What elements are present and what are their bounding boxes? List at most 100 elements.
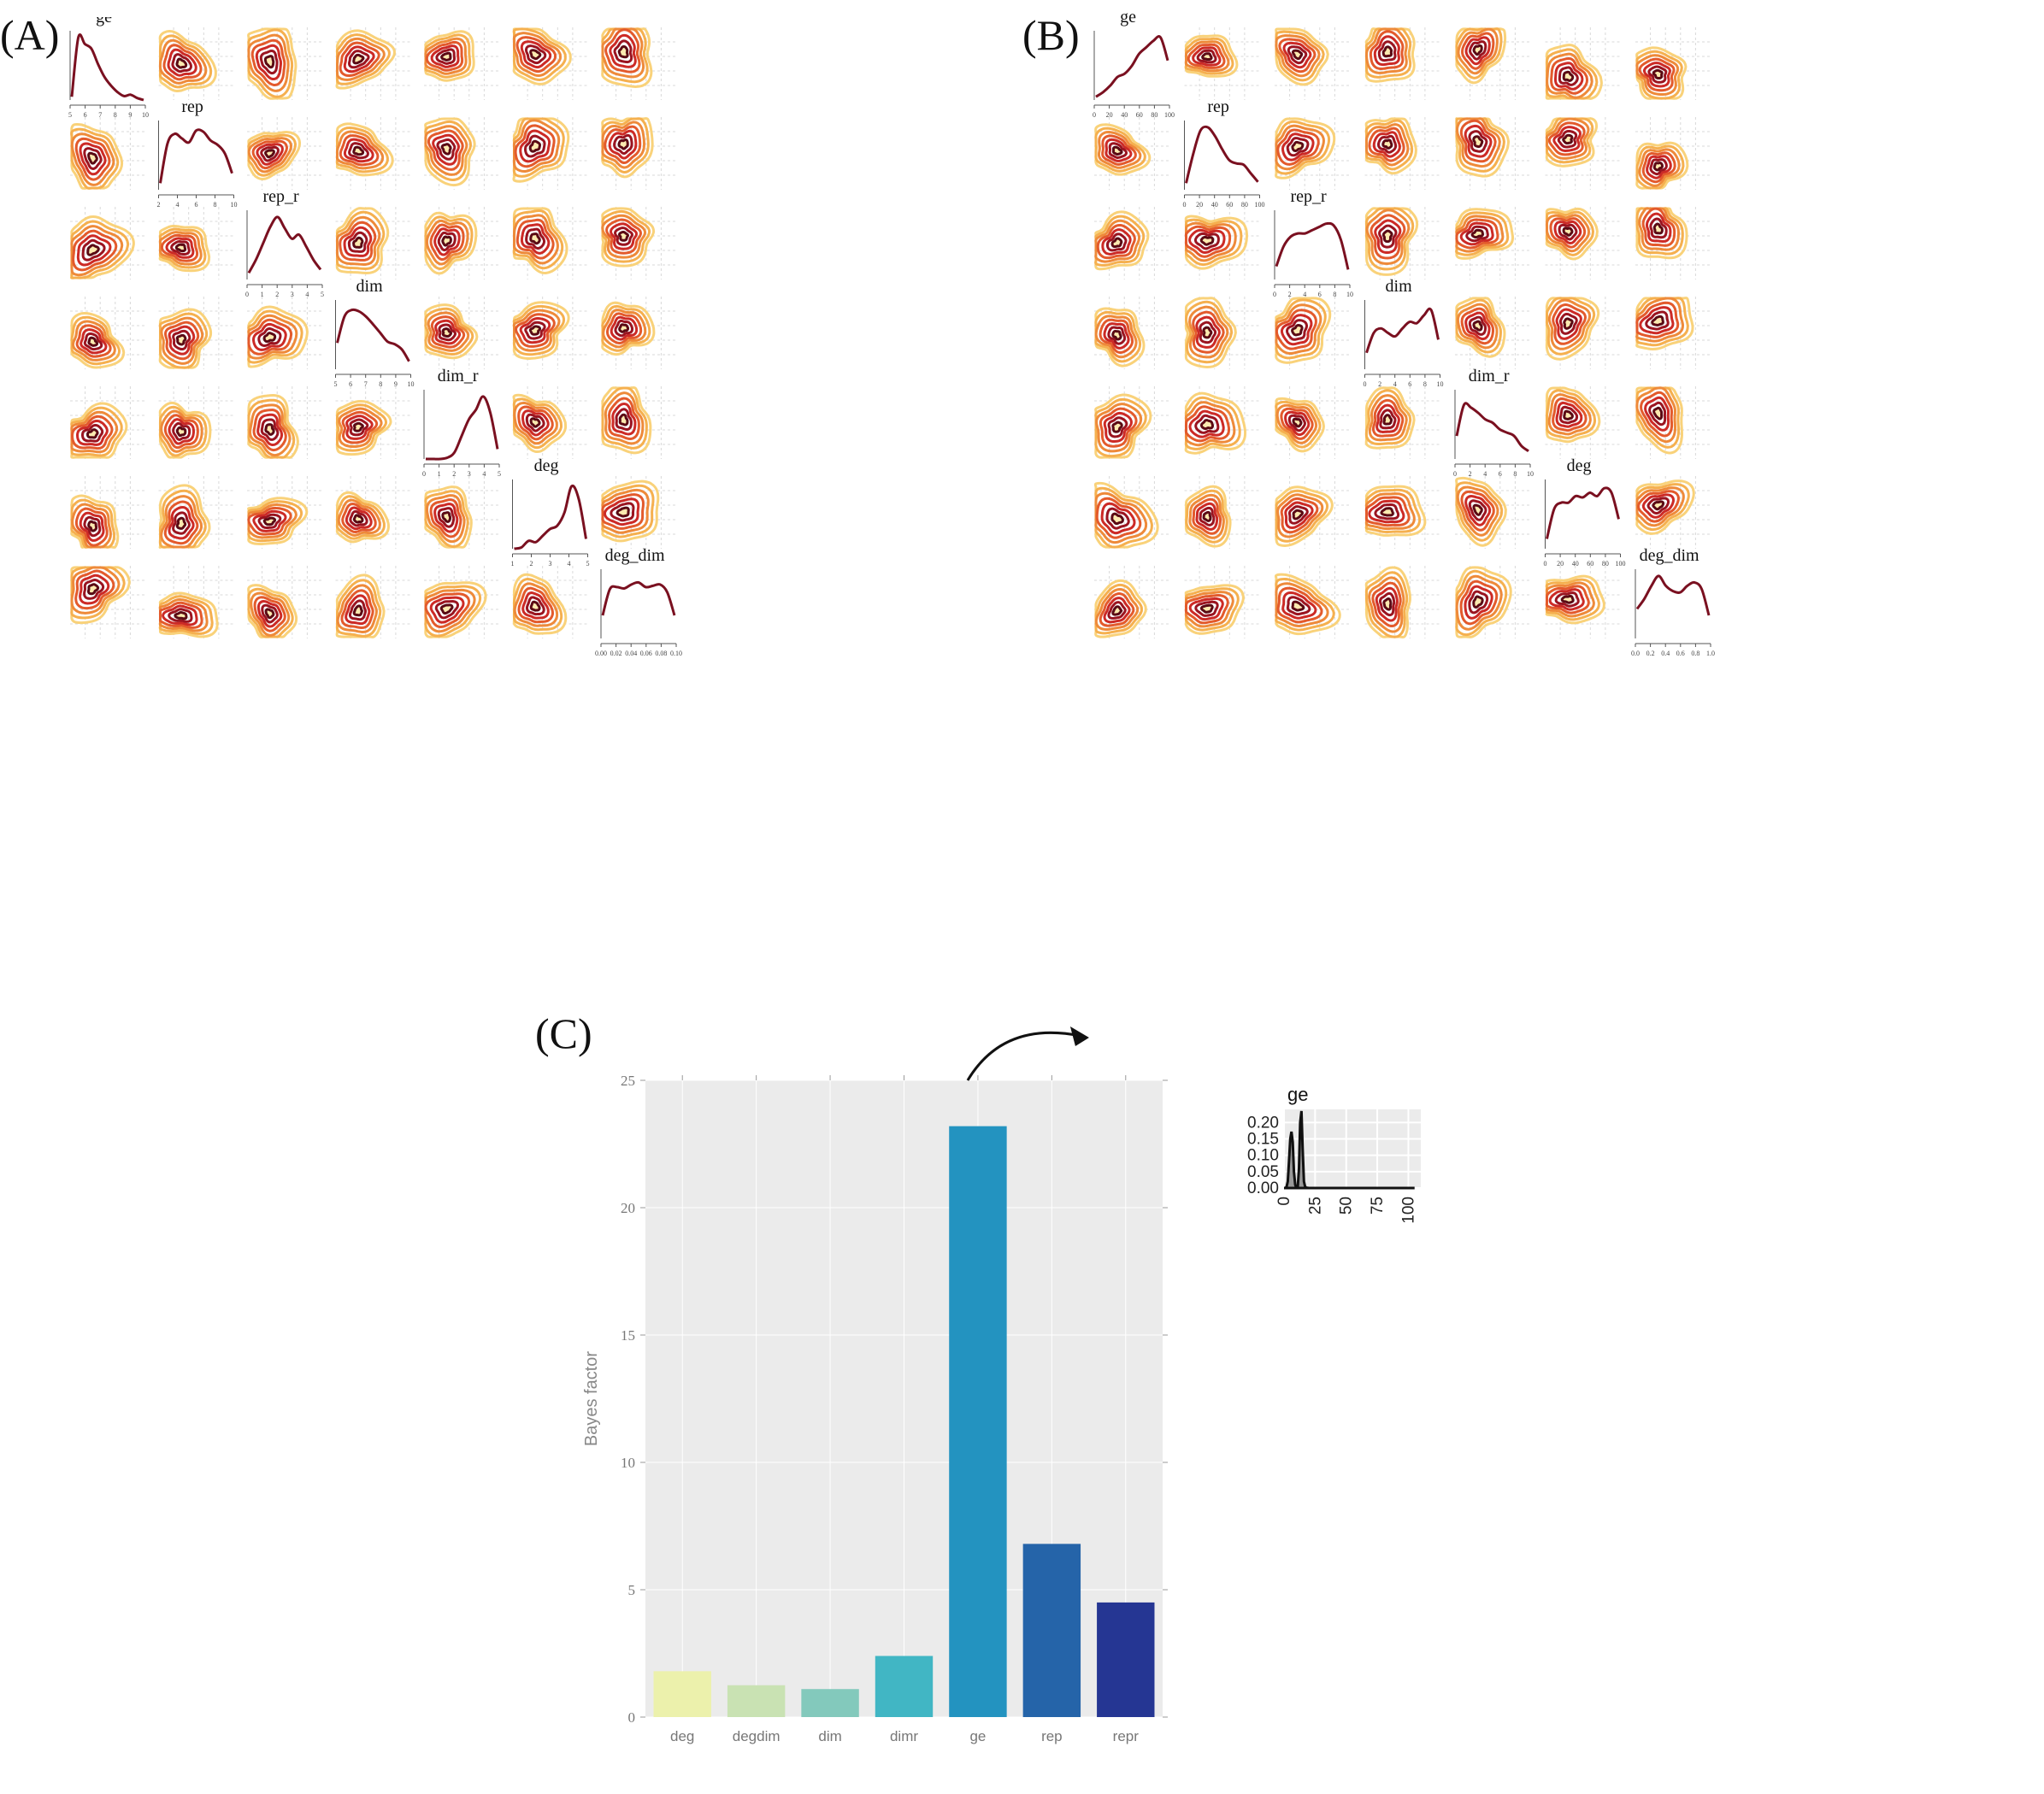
contour-ring xyxy=(250,591,291,637)
contour-ring xyxy=(617,138,629,150)
inset-x-tick-label: 25 xyxy=(1306,1197,1324,1215)
diag-tick-label: 4 xyxy=(176,201,180,209)
diag-tick-label: 8 xyxy=(1423,380,1427,388)
contour-ring xyxy=(611,402,637,436)
contour-ring xyxy=(1369,30,1405,71)
contour-cell xyxy=(1545,297,1621,369)
density-curve xyxy=(1095,35,1169,98)
contour-ring xyxy=(262,516,277,526)
diag-density-rep_r: 0 1 2 3 4 5 rep_r xyxy=(245,187,324,298)
contour-ring xyxy=(1549,217,1587,249)
contour-cell xyxy=(1455,117,1530,190)
contour-cell xyxy=(335,207,411,279)
contour-ring xyxy=(1101,228,1132,256)
contour-cell xyxy=(1275,27,1350,100)
contour-cell xyxy=(424,476,499,549)
contour-ring xyxy=(1459,579,1499,626)
contour-ring xyxy=(345,506,373,531)
contour-ring xyxy=(1652,500,1665,511)
contour-ring xyxy=(1291,140,1305,153)
contour-ring xyxy=(1192,310,1225,354)
diag-tick-label: 10 xyxy=(408,380,415,388)
contour-ring xyxy=(1554,591,1580,608)
diag-tick-label: 0 xyxy=(1453,470,1457,478)
contour-cell xyxy=(1184,566,1260,638)
contour-ring xyxy=(1637,490,1680,523)
contour-ring xyxy=(605,218,643,255)
contour-ring xyxy=(1291,49,1304,61)
contour-cell xyxy=(512,386,588,459)
bar-deg xyxy=(653,1671,711,1717)
contour-ring xyxy=(87,520,98,532)
contour-ring xyxy=(339,221,377,262)
contour-ring xyxy=(1545,214,1591,253)
contour-ring xyxy=(1545,117,1590,160)
contour-ring xyxy=(70,566,121,615)
diag-tick-label: 0 xyxy=(1273,291,1276,298)
contour-ring xyxy=(1111,145,1123,156)
contour-ring xyxy=(1103,597,1131,624)
panel-b-letter: (B) xyxy=(1022,11,1080,59)
x-tick-label: deg xyxy=(670,1728,694,1744)
contour-cell xyxy=(1274,566,1350,638)
contour-ring xyxy=(1280,407,1314,440)
contour-ring xyxy=(1099,592,1135,627)
contour-ring xyxy=(429,498,462,538)
contour-ring xyxy=(1099,407,1138,448)
contour-ring xyxy=(601,121,646,169)
contour-ring xyxy=(1275,489,1329,543)
contour-cell xyxy=(335,566,411,638)
contour-ring xyxy=(343,138,374,163)
contour-ring xyxy=(1651,315,1664,326)
contour-ring xyxy=(1455,298,1502,354)
bar-degdim xyxy=(727,1685,786,1717)
diag-tick-label: 6 xyxy=(349,380,352,388)
contour-ring xyxy=(260,145,280,162)
density-curve xyxy=(1185,125,1259,184)
diag-density-deg_dim: 0.00 0.02 0.04 0.06 0.08 0.10 deg_dim xyxy=(595,546,682,657)
contour-cell xyxy=(601,385,676,459)
contour-cell xyxy=(1455,207,1530,279)
contour-ring xyxy=(1456,485,1499,537)
contour-ring xyxy=(1281,132,1315,162)
contour-ring xyxy=(1647,65,1668,84)
contour-ring xyxy=(1196,49,1217,64)
contour-ring xyxy=(1111,605,1123,616)
contour-ring xyxy=(1468,499,1487,521)
contour-ring xyxy=(1545,297,1596,356)
diag-tick-label: 10 xyxy=(1437,380,1444,388)
contour-ring xyxy=(247,318,293,356)
contour-ring xyxy=(1094,588,1140,631)
contour-ring xyxy=(1275,309,1317,350)
diag-tick-label: 5 xyxy=(321,291,324,298)
contour-cell xyxy=(601,27,676,100)
contour-ring xyxy=(79,573,110,605)
diag-tick-label: 0.04 xyxy=(625,650,637,657)
contour-ring xyxy=(251,139,289,170)
contour-ring xyxy=(1381,45,1393,58)
contour-cell xyxy=(1184,297,1260,369)
diag-tick-label: 20 xyxy=(1196,201,1203,209)
contour-ring xyxy=(75,324,112,358)
contour-ring xyxy=(162,44,203,81)
diag-tick-label: 0.10 xyxy=(670,650,682,657)
y-tick-label: 0 xyxy=(628,1709,636,1726)
contour-ring xyxy=(1552,397,1587,432)
contour-ring xyxy=(610,222,639,250)
diag-tick-label: 40 xyxy=(1211,201,1218,209)
contour-ring xyxy=(1095,403,1143,453)
contour-cell xyxy=(424,207,499,279)
contour-ring xyxy=(343,226,373,257)
contour-cell xyxy=(158,566,234,638)
contour-ring xyxy=(604,391,645,445)
contour-ring xyxy=(257,326,282,348)
contour-ring xyxy=(1563,409,1574,421)
contour-ring xyxy=(1199,506,1216,526)
contour-ring xyxy=(1455,476,1507,547)
contour-cell xyxy=(69,207,145,279)
contour-cell xyxy=(1635,207,1711,279)
contour-ring xyxy=(1652,161,1664,172)
contour-ring xyxy=(1464,311,1491,341)
diag-tick-label: 0.6 xyxy=(1676,650,1685,657)
contour-ring xyxy=(1099,318,1134,355)
